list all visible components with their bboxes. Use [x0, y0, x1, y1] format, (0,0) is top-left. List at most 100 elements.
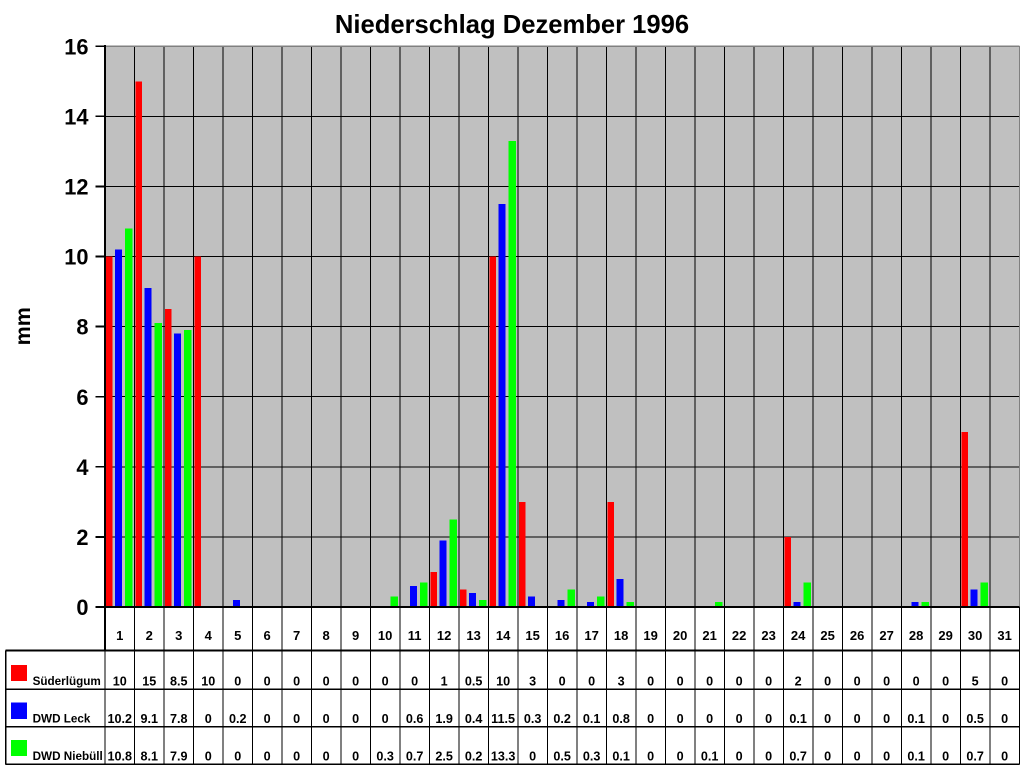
svg-text:0: 0 [588, 675, 595, 689]
svg-text:0: 0 [824, 750, 831, 764]
svg-text:0: 0 [293, 675, 300, 689]
svg-text:0: 0 [382, 712, 389, 726]
svg-text:0: 0 [352, 675, 359, 689]
svg-text:0: 0 [677, 712, 684, 726]
svg-text:0: 0 [382, 675, 389, 689]
svg-text:0.5: 0.5 [553, 750, 571, 764]
svg-text:21: 21 [702, 628, 716, 643]
svg-text:16: 16 [64, 34, 88, 59]
svg-text:0: 0 [677, 750, 684, 764]
svg-text:0: 0 [736, 675, 743, 689]
svg-text:8: 8 [76, 315, 88, 340]
svg-text:2: 2 [146, 628, 153, 643]
svg-text:9: 9 [352, 628, 359, 643]
svg-text:0.1: 0.1 [701, 750, 719, 764]
svg-text:0: 0 [352, 750, 359, 764]
svg-text:0: 0 [323, 675, 330, 689]
svg-text:0: 0 [765, 675, 772, 689]
svg-text:0: 0 [942, 675, 949, 689]
svg-text:DWD Niebüll: DWD Niebüll [33, 750, 103, 763]
svg-text:0: 0 [323, 712, 330, 726]
svg-text:0: 0 [824, 712, 831, 726]
svg-text:10.2: 10.2 [107, 712, 132, 726]
svg-text:16: 16 [555, 628, 569, 643]
svg-text:0.1: 0.1 [907, 750, 925, 764]
svg-text:0: 0 [323, 750, 330, 764]
svg-text:0: 0 [293, 750, 300, 764]
svg-text:0: 0 [1001, 712, 1008, 726]
svg-text:0.4: 0.4 [465, 712, 483, 726]
svg-text:29: 29 [938, 628, 952, 643]
svg-text:0: 0 [706, 675, 713, 689]
svg-text:1: 1 [441, 675, 448, 689]
svg-text:0: 0 [883, 712, 890, 726]
svg-text:10.8: 10.8 [107, 750, 132, 764]
svg-text:8.5: 8.5 [170, 675, 188, 689]
svg-text:Niederschlag Dezember 1996: Niederschlag Dezember 1996 [335, 11, 689, 39]
svg-text:2: 2 [76, 525, 88, 550]
svg-text:DWD Leck: DWD Leck [33, 713, 91, 726]
svg-text:0: 0 [913, 675, 920, 689]
svg-text:0.1: 0.1 [789, 712, 807, 726]
svg-text:15: 15 [525, 628, 539, 643]
svg-text:13.3: 13.3 [491, 750, 516, 764]
svg-text:0: 0 [293, 712, 300, 726]
svg-text:23: 23 [761, 628, 775, 643]
svg-text:12: 12 [437, 628, 451, 643]
svg-text:2.5: 2.5 [435, 750, 453, 764]
svg-text:0: 0 [559, 675, 566, 689]
svg-text:17: 17 [584, 628, 598, 643]
svg-text:0: 0 [264, 675, 271, 689]
svg-text:26: 26 [850, 628, 864, 643]
svg-text:6: 6 [263, 628, 270, 643]
svg-text:8.1: 8.1 [140, 750, 158, 764]
svg-text:0.7: 0.7 [406, 750, 424, 764]
svg-text:0: 0 [942, 712, 949, 726]
svg-text:1: 1 [116, 628, 123, 643]
svg-text:4: 4 [205, 628, 213, 643]
svg-text:14: 14 [496, 628, 511, 643]
svg-text:0: 0 [942, 750, 949, 764]
svg-text:0.1: 0.1 [907, 712, 925, 726]
svg-text:0.1: 0.1 [612, 750, 630, 764]
svg-text:3: 3 [529, 675, 536, 689]
svg-text:9.1: 9.1 [140, 712, 158, 726]
svg-text:27: 27 [879, 628, 893, 643]
svg-text:7: 7 [293, 628, 300, 643]
svg-text:31: 31 [997, 628, 1011, 643]
svg-text:28: 28 [909, 628, 923, 643]
svg-text:14: 14 [64, 104, 88, 129]
svg-text:0.3: 0.3 [583, 750, 601, 764]
svg-text:0: 0 [264, 712, 271, 726]
svg-text:4: 4 [76, 455, 88, 480]
svg-text:13: 13 [466, 628, 480, 643]
svg-text:0: 0 [854, 712, 861, 726]
svg-text:0: 0 [647, 675, 654, 689]
svg-text:0: 0 [677, 675, 684, 689]
svg-text:7.8: 7.8 [170, 712, 188, 726]
svg-text:2: 2 [795, 675, 802, 689]
svg-text:Süderlügum: Süderlügum [33, 675, 101, 688]
svg-text:24: 24 [791, 628, 806, 643]
svg-text:0: 0 [352, 712, 359, 726]
svg-text:0: 0 [765, 750, 772, 764]
svg-text:5: 5 [972, 675, 979, 689]
svg-text:7.9: 7.9 [170, 750, 188, 764]
svg-text:0: 0 [264, 750, 271, 764]
svg-text:5: 5 [234, 628, 241, 643]
svg-text:11: 11 [408, 628, 422, 643]
svg-text:0: 0 [1001, 750, 1008, 764]
svg-text:0: 0 [883, 675, 890, 689]
svg-text:0: 0 [205, 712, 212, 726]
svg-text:0.2: 0.2 [553, 712, 571, 726]
svg-text:8: 8 [322, 628, 329, 643]
svg-text:0: 0 [736, 712, 743, 726]
svg-text:22: 22 [732, 628, 746, 643]
svg-text:0.5: 0.5 [966, 712, 984, 726]
svg-text:12: 12 [64, 175, 88, 200]
svg-text:18: 18 [614, 628, 628, 643]
svg-text:10: 10 [64, 245, 88, 270]
svg-text:0: 0 [205, 750, 212, 764]
svg-text:0: 0 [854, 675, 861, 689]
svg-text:0: 0 [706, 712, 713, 726]
